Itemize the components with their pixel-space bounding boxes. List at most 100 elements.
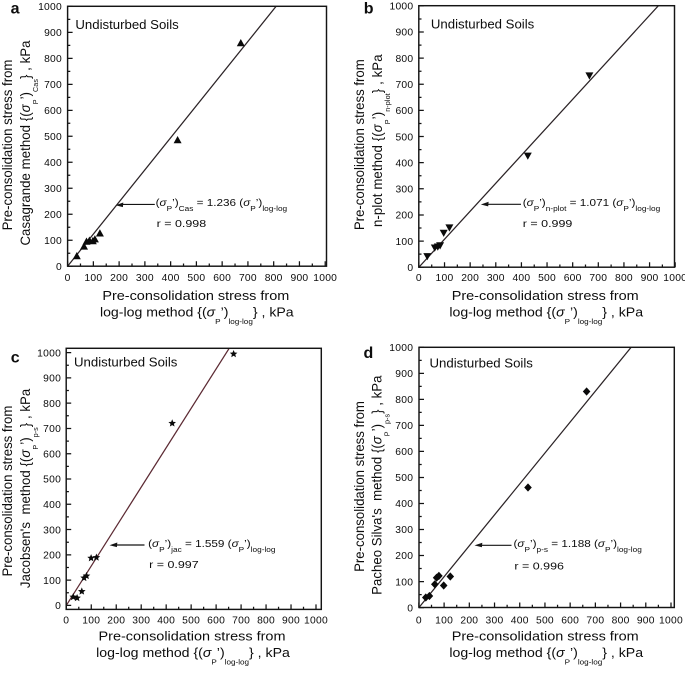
svg-text:900: 900 — [44, 28, 62, 39]
svg-text:300: 300 — [487, 273, 505, 284]
svg-text:700: 700 — [232, 615, 250, 626]
svg-text:100: 100 — [395, 577, 413, 588]
svg-text:800: 800 — [615, 273, 633, 284]
svg-text:900: 900 — [637, 616, 655, 627]
svg-text:1000: 1000 — [663, 273, 685, 284]
svg-text:200: 200 — [395, 551, 413, 562]
svg-text:0: 0 — [63, 615, 69, 626]
svg-text:500: 500 — [43, 475, 61, 486]
svg-text:900: 900 — [395, 28, 413, 39]
svg-text:Pre-consolidation stress from: Pre-consolidation stress from — [352, 59, 367, 230]
svg-text:1000: 1000 — [38, 2, 62, 13]
svg-text:700: 700 — [586, 616, 604, 627]
svg-text:200: 200 — [107, 615, 125, 626]
svg-text:800: 800 — [395, 395, 413, 406]
svg-text:Undisturbed Soils: Undisturbed Soils — [431, 17, 535, 32]
svg-text:400: 400 — [511, 616, 529, 627]
svg-text:r = 0.999: r = 0.999 — [523, 219, 573, 230]
svg-text:b: b — [364, 1, 374, 18]
svg-text:Undisturbed Soils: Undisturbed Soils — [74, 354, 178, 369]
svg-text:400: 400 — [512, 273, 530, 284]
svg-text:800: 800 — [395, 54, 413, 65]
svg-text:800: 800 — [44, 54, 62, 65]
svg-text:900: 900 — [282, 615, 300, 626]
svg-text:300: 300 — [395, 525, 413, 536]
svg-text:Pre-consolidation stress from: Pre-consolidation stress from — [99, 629, 286, 643]
svg-text:1000: 1000 — [313, 273, 337, 284]
svg-text:a: a — [11, 1, 20, 18]
svg-text:0: 0 — [56, 262, 62, 273]
svg-text:0: 0 — [416, 273, 422, 284]
svg-text:r = 0.997: r = 0.997 — [149, 560, 199, 571]
svg-text:1000: 1000 — [37, 348, 61, 359]
svg-text:100: 100 — [82, 615, 100, 626]
svg-text:200: 200 — [460, 616, 478, 627]
svg-text:300: 300 — [44, 184, 62, 195]
svg-text:600: 600 — [561, 616, 579, 627]
svg-text:800: 800 — [265, 273, 283, 284]
svg-text:700: 700 — [239, 273, 257, 284]
svg-text:Undisturbed Soils: Undisturbed Soils — [430, 356, 534, 371]
svg-text:500: 500 — [182, 615, 200, 626]
svg-text:100: 100 — [435, 616, 453, 627]
svg-text:700: 700 — [43, 424, 61, 435]
svg-text:500: 500 — [536, 616, 554, 627]
svg-text:900: 900 — [290, 273, 308, 284]
svg-text:0: 0 — [407, 263, 413, 274]
svg-text:900: 900 — [641, 273, 659, 284]
svg-text:800: 800 — [43, 399, 61, 410]
svg-text:200: 200 — [461, 273, 479, 284]
svg-text:400: 400 — [395, 158, 413, 169]
svg-text:400: 400 — [395, 499, 413, 510]
svg-text:100: 100 — [43, 576, 61, 587]
svg-text:900: 900 — [395, 369, 413, 380]
svg-text:500: 500 — [395, 132, 413, 143]
svg-text:700: 700 — [395, 80, 413, 91]
svg-text:c: c — [11, 350, 20, 367]
svg-text:400: 400 — [43, 500, 61, 511]
svg-text:800: 800 — [257, 615, 275, 626]
svg-text:700: 700 — [395, 421, 413, 432]
svg-text:Pre-consolidation stress from: Pre-consolidation stress from — [452, 289, 639, 303]
svg-text:r = 0.996: r = 0.996 — [514, 561, 564, 572]
svg-text:Pre-consolidation stress from: Pre-consolidation stress from — [0, 60, 15, 231]
svg-text:Pre-consolidation stress from: Pre-consolidation stress from — [0, 406, 15, 577]
svg-text:500: 500 — [187, 273, 205, 284]
svg-text:0: 0 — [416, 616, 422, 627]
svg-text:600: 600 — [395, 447, 413, 458]
svg-text:200: 200 — [44, 210, 62, 221]
svg-text:0: 0 — [55, 601, 61, 612]
svg-text:1000: 1000 — [389, 2, 413, 13]
svg-text:600: 600 — [213, 273, 231, 284]
svg-text:700: 700 — [44, 80, 62, 91]
svg-text:1000: 1000 — [389, 343, 413, 354]
svg-text:Pre-consolidation stress from: Pre-consolidation stress from — [452, 629, 639, 643]
svg-text:600: 600 — [564, 273, 582, 284]
svg-text:300: 300 — [136, 273, 154, 284]
svg-text:300: 300 — [395, 185, 413, 196]
svg-text:300: 300 — [486, 616, 504, 627]
svg-text:400: 400 — [44, 158, 62, 169]
svg-text:0: 0 — [65, 273, 71, 284]
svg-text:Pre-consolidation stress from: Pre-consolidation stress from — [352, 401, 367, 572]
svg-text:800: 800 — [612, 616, 630, 627]
svg-text:d: d — [364, 345, 374, 362]
svg-text:600: 600 — [207, 615, 225, 626]
svg-text:1000: 1000 — [304, 615, 328, 626]
svg-text:200: 200 — [43, 551, 61, 562]
svg-text:Undisturbed Soils: Undisturbed Soils — [75, 17, 179, 32]
svg-text:100: 100 — [84, 273, 102, 284]
svg-text:600: 600 — [43, 449, 61, 460]
svg-text:900: 900 — [43, 374, 61, 385]
svg-text:600: 600 — [44, 106, 62, 117]
svg-text:500: 500 — [44, 132, 62, 143]
svg-text:700: 700 — [589, 273, 607, 284]
svg-text:500: 500 — [538, 273, 556, 284]
svg-text:100: 100 — [436, 273, 454, 284]
svg-text:300: 300 — [132, 615, 150, 626]
svg-text:1000: 1000 — [659, 616, 683, 627]
svg-text:400: 400 — [157, 615, 175, 626]
svg-text:200: 200 — [110, 273, 128, 284]
svg-text:0: 0 — [407, 603, 413, 614]
svg-text:500: 500 — [395, 473, 413, 484]
